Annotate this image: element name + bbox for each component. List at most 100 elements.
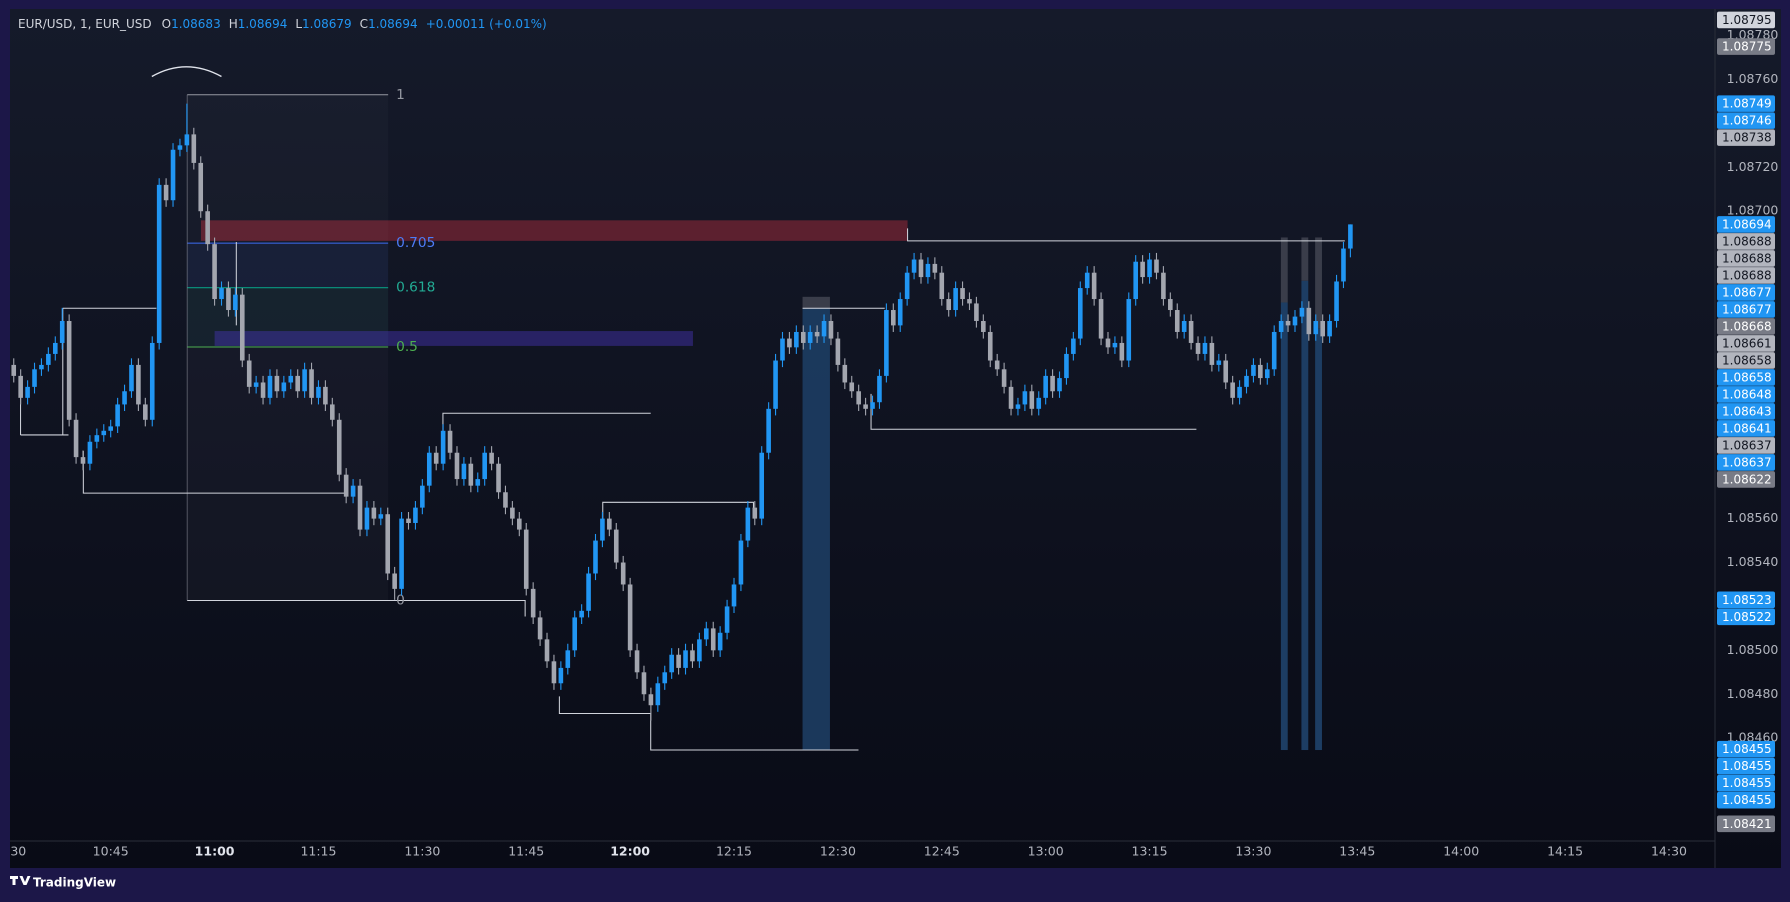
chart-panel — [10, 9, 1781, 868]
candle-body — [877, 375, 882, 403]
y-tick-label: 1.08540 — [1727, 554, 1779, 569]
candle-body — [925, 263, 931, 278]
candle-body — [648, 694, 654, 706]
candle-body — [399, 518, 404, 589]
price-label: 1.08738 — [1722, 131, 1772, 145]
fib-area — [187, 94, 389, 601]
candle-body — [503, 492, 508, 508]
price-label-box — [1717, 112, 1775, 129]
candle-body — [1098, 299, 1104, 339]
price-label-box — [1717, 386, 1775, 403]
price-label: 1.08677 — [1722, 285, 1772, 299]
candle-body — [745, 507, 751, 541]
candle-body — [198, 162, 204, 212]
brand-name: TradingView — [33, 876, 116, 890]
price-label-box — [1717, 420, 1775, 437]
candle-body — [1181, 320, 1187, 332]
candle-body — [994, 360, 1000, 370]
candle-body — [613, 529, 619, 563]
candle-body — [274, 375, 280, 392]
candle-body — [544, 639, 550, 662]
candle-body — [426, 452, 432, 486]
candle-body — [787, 338, 792, 348]
y-tick-label: 1.08700 — [1727, 203, 1779, 218]
candle-body — [295, 375, 300, 392]
price-label: 1.08749 — [1722, 97, 1772, 111]
candle-body — [842, 364, 848, 383]
candle-body — [849, 382, 855, 392]
price-label-box — [1717, 301, 1775, 318]
price-label: 1.08688 — [1722, 234, 1772, 248]
candle-body — [87, 441, 93, 464]
candle-body — [607, 518, 612, 530]
price-label-box — [1717, 267, 1775, 284]
candle-body — [1133, 261, 1138, 300]
candle-body — [32, 369, 37, 387]
candle-body — [953, 288, 958, 311]
brand[interactable]: TradingView — [10, 876, 116, 890]
candle-body — [814, 331, 820, 337]
candle-body — [343, 474, 349, 497]
candle-body — [759, 452, 765, 519]
fib-label: 0 — [396, 592, 405, 608]
y-tick-label: 1.08480 — [1727, 686, 1779, 701]
candle-body — [350, 485, 356, 497]
candle-body — [863, 404, 868, 409]
price-label-box — [1717, 774, 1775, 792]
price-label: 1.08641 — [1722, 421, 1772, 435]
candle-body — [517, 518, 522, 530]
candle-body — [1043, 375, 1048, 398]
candle-body — [773, 360, 778, 409]
price-label: 1.08694 — [1722, 217, 1772, 231]
candle-body — [939, 272, 945, 300]
candle-body — [115, 404, 120, 427]
x-tick-label: 14:00 — [1443, 844, 1479, 859]
candle-body — [219, 288, 224, 300]
candle-body — [59, 320, 65, 343]
candle-body — [433, 452, 439, 464]
price-label: 1.08637 — [1722, 455, 1772, 469]
ohlc-value: 1.08694 — [238, 17, 288, 31]
price-label-box — [1717, 591, 1775, 609]
price-label-box — [1717, 608, 1775, 626]
candle-body — [897, 299, 903, 326]
candle-body — [1230, 382, 1235, 398]
candle-body — [717, 632, 723, 651]
candle-body — [593, 540, 598, 574]
level-line — [187, 599, 526, 617]
candle-body — [475, 479, 481, 486]
candle-body — [122, 391, 127, 405]
x-tick-label: 13:45 — [1339, 844, 1375, 859]
price-label: 1.08643 — [1722, 404, 1772, 418]
candle-body — [974, 303, 979, 321]
candle-body — [1271, 331, 1277, 370]
price-label: 1.08455 — [1722, 742, 1772, 756]
candle-body — [357, 485, 363, 530]
x-tick-label: 30 — [10, 844, 26, 859]
candle-body — [468, 463, 474, 486]
price-label-box — [1717, 335, 1775, 352]
candle-body — [738, 540, 744, 585]
candle-body — [226, 288, 231, 311]
candle-body — [724, 606, 730, 633]
candle-body — [330, 404, 335, 420]
x-tick-label: 14:15 — [1547, 844, 1583, 859]
candle-body — [233, 294, 238, 311]
candle-body — [669, 654, 674, 673]
candle-body — [1161, 272, 1166, 300]
candle-body — [1050, 375, 1055, 392]
candle-body — [620, 562, 626, 585]
candle-body — [191, 134, 197, 163]
fib-label: 1 — [396, 87, 405, 103]
candle-body — [821, 320, 827, 337]
candle-body — [710, 628, 716, 651]
price-label: 1.08622 — [1722, 472, 1772, 486]
candle-body — [1195, 342, 1201, 354]
price-label-box — [1717, 38, 1775, 55]
x-tick-label: 13:15 — [1132, 844, 1168, 859]
x-tick-label: 13:00 — [1028, 844, 1064, 859]
candle-body — [46, 353, 51, 365]
candle-body — [1001, 369, 1007, 387]
candle-body — [807, 331, 813, 343]
